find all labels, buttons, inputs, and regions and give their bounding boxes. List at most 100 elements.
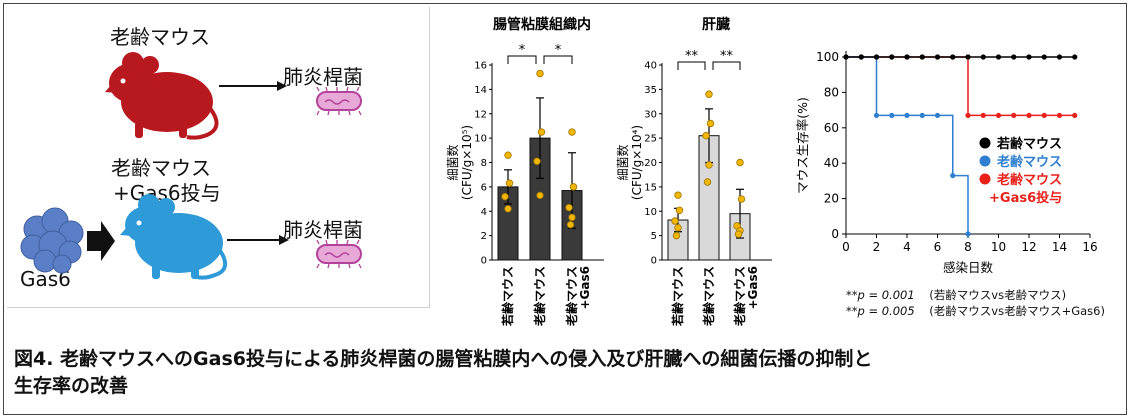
legend-marker xyxy=(979,173,991,185)
survival-point xyxy=(889,112,895,119)
survival-point xyxy=(873,112,880,119)
caption-line-2: 生存率の改善 xyxy=(14,375,129,397)
data-point xyxy=(501,192,509,201)
y-tick-label: 40 xyxy=(644,61,657,72)
footnote-2: **p = 0.005 (老齢マウスvs老齢マウス+Gas6) xyxy=(846,303,1105,319)
treatment-arrow-icon xyxy=(87,221,115,261)
aged-mouse-icon xyxy=(105,52,219,140)
footnote-1-stars: ** xyxy=(846,288,858,302)
bacterium-icon-2 xyxy=(316,239,362,269)
survival-point xyxy=(980,54,986,60)
y-axis-label-line2: (CFU/g×10⁴) xyxy=(630,125,644,200)
category-label: 若齢マウス xyxy=(500,266,515,327)
data-point xyxy=(675,206,684,214)
category-suffix-label: +Gas6 xyxy=(746,266,760,310)
aged-mouse-label: 老齢マウス xyxy=(110,25,210,49)
data-point xyxy=(504,205,512,213)
significance-marker: * xyxy=(555,43,562,58)
caption-line-1: 図4. 老齢マウスへのGas6投与による肺炎桿菌の腸管粘膜内への侵入及び肝臓への… xyxy=(14,348,873,370)
category-label: 老齢マウス xyxy=(732,266,747,326)
aged-gas6-label-line1: 老齢マウス xyxy=(111,156,211,180)
significance-bracket xyxy=(543,55,573,64)
y-tick-label: 8 xyxy=(481,158,487,169)
legend-label: 若齢マウス xyxy=(996,136,1062,152)
liver-bar-chart: 肝臓 0 5 10 15 20 25 30 35 40 細菌数 (CFU/g×10⁴) 若齢マウス 老齢マ… xyxy=(615,16,772,327)
survival-point xyxy=(858,54,864,60)
x-tick-label: 6 xyxy=(934,240,942,254)
survival-point xyxy=(889,54,895,60)
footnote-2-p: p = 0.005 xyxy=(857,304,915,318)
y-axis-label-line1: 細菌数 xyxy=(445,144,460,180)
y-tick-label: 10 xyxy=(644,207,657,218)
significance-marker: * xyxy=(519,43,526,58)
bacterium-label-2: 肺炎桿菌 xyxy=(283,218,363,242)
y-tick-label: 25 xyxy=(644,134,657,145)
x-tick-label: 10 xyxy=(991,240,1006,254)
survival-point xyxy=(904,112,910,119)
data-point xyxy=(568,213,576,222)
significance-bracket xyxy=(712,61,741,70)
x-tick-label: 8 xyxy=(964,240,972,254)
legend-label-line2: +Gas6投与 xyxy=(989,190,1062,206)
data-point xyxy=(705,90,713,98)
y-tick-label: 2 xyxy=(481,231,487,242)
data-point xyxy=(737,195,746,203)
survival-point xyxy=(843,54,849,60)
y-tick-label: 16 xyxy=(474,61,487,72)
data-point xyxy=(734,230,743,238)
survival-line xyxy=(846,56,969,234)
chart-title: 腸管粘膜組織内 xyxy=(493,16,591,33)
aged-gas6-mouse-icon xyxy=(120,194,227,280)
y-tick-label: 0 xyxy=(651,256,657,267)
data-point xyxy=(565,203,573,212)
y-tick-label: 100 xyxy=(816,50,839,64)
y-tick-label: 35 xyxy=(644,85,657,96)
category-label: 若齢マウス xyxy=(670,266,685,327)
data-point xyxy=(702,131,710,140)
y-tick-label: 60 xyxy=(824,121,839,135)
category-suffix-label: +Gas6 xyxy=(578,266,592,310)
y-tick-label: 80 xyxy=(824,85,839,99)
survival-point xyxy=(919,112,925,119)
x-tick-label: 0 xyxy=(842,240,850,254)
data-point xyxy=(568,128,576,136)
y-axis-label: マウス生存率(%) xyxy=(795,97,810,194)
survival-point xyxy=(1026,54,1032,60)
legend-marker xyxy=(979,137,991,149)
data-point xyxy=(703,178,712,186)
significance-marker: ** xyxy=(685,49,699,64)
data-point xyxy=(536,69,544,78)
y-tick-label: 30 xyxy=(644,109,657,120)
y-tick-label: 10 xyxy=(474,134,487,145)
y-tick-label: 12 xyxy=(474,109,487,120)
survival-line-chart: 0 2 4 6 8 10 12 14 16 0 20 40 60 80 100 マウス生存率(%) 感染日数 若齢… xyxy=(795,50,1098,275)
data-point xyxy=(671,217,679,225)
category-label: 老齢マウス xyxy=(701,266,716,326)
survival-point xyxy=(965,112,971,119)
x-axis-label: 感染日数 xyxy=(943,260,994,275)
y-tick-label: 5 xyxy=(651,231,657,242)
intestine-bar-chart: 腸管粘膜組織内 0 2 4 6 8 10 12 14 16 細菌数 (CFU/g×10⁵) 若齢マウス 老… xyxy=(445,16,604,327)
legend-label: 老齢マウス xyxy=(996,172,1062,188)
y-tick-label: 15 xyxy=(644,182,657,193)
survival-point xyxy=(919,54,925,60)
y-axis-label-line1: 細菌数 xyxy=(615,144,630,180)
survival-point xyxy=(1056,54,1063,60)
footnote-1-p: p = 0.001 xyxy=(857,288,915,302)
bacterium-icon-1 xyxy=(316,86,362,116)
survival-point xyxy=(980,112,986,119)
data-point xyxy=(674,224,682,232)
survival-point xyxy=(995,112,1002,119)
x-tick-label: 12 xyxy=(1021,240,1036,254)
survival-point xyxy=(934,112,941,119)
data-point xyxy=(706,119,715,128)
schematic-panel: 老齢マウス 肺炎桿菌 老齢マウス +Gas6投与 肺炎桿菌 Gas6 xyxy=(7,7,430,308)
survival-point xyxy=(950,54,956,60)
legend-marker xyxy=(979,155,991,167)
y-tick-label: 14 xyxy=(474,85,487,96)
category-label: 老齢マウス xyxy=(532,266,547,326)
y-tick-label: 4 xyxy=(481,207,487,218)
x-tick-label: 16 xyxy=(1082,240,1097,254)
x-tick-label: 4 xyxy=(903,240,911,254)
survival-point xyxy=(1056,112,1063,119)
